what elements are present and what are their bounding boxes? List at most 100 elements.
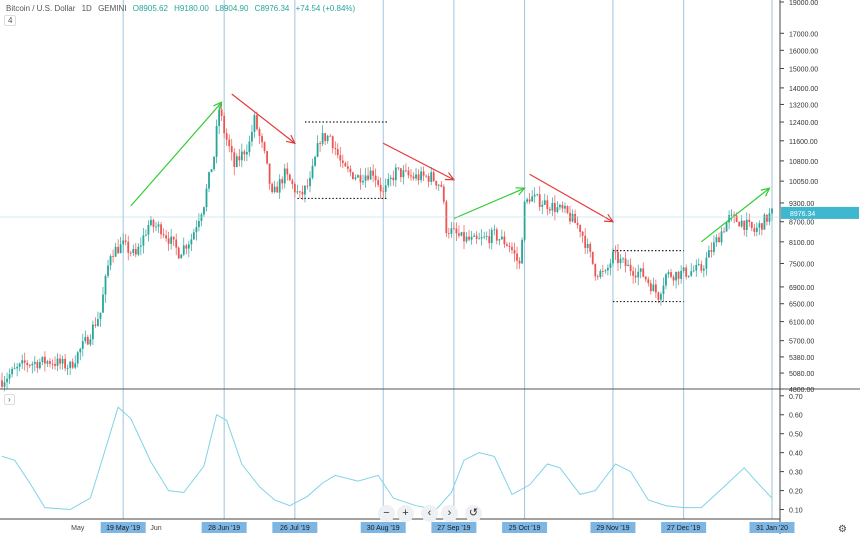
candle-body — [374, 175, 377, 181]
candle-body — [579, 224, 582, 232]
candle-body — [152, 220, 155, 227]
candle-body — [117, 246, 120, 254]
candle-body — [455, 228, 458, 234]
candle-body — [518, 260, 521, 264]
candle-body — [758, 223, 761, 228]
candle-body — [589, 243, 592, 252]
price-tick-label: 9300.00 — [789, 201, 814, 208]
candle-body — [612, 251, 614, 264]
candle-body — [357, 175, 359, 178]
candle-body — [437, 184, 440, 186]
candle-body — [61, 358, 64, 364]
candle-body — [364, 175, 367, 181]
candle-body — [526, 199, 529, 202]
scroll-left-button[interactable]: ‹ — [421, 505, 438, 522]
candle-body — [180, 254, 183, 259]
candle-body — [49, 361, 51, 364]
candle-body — [447, 233, 450, 234]
indicator-line — [1, 406, 773, 511]
candle-body — [225, 133, 228, 140]
indicator-tick-label: 0.10 — [789, 508, 803, 515]
candle-body — [359, 175, 362, 183]
last-price-badge — [781, 206, 859, 219]
candle-body — [470, 236, 473, 240]
candle-body — [513, 250, 516, 254]
candle-body — [483, 236, 486, 238]
candle-body — [208, 172, 210, 189]
candle-body — [245, 151, 248, 155]
indicator-tick-label: 0.70 — [789, 394, 803, 401]
candle-body — [362, 180, 364, 183]
trend-arrow-head — [760, 187, 771, 197]
candle-body — [69, 361, 72, 368]
candle-body — [271, 183, 274, 192]
price-tick-label: 17000.00 — [789, 31, 818, 38]
candle-body — [129, 252, 132, 254]
candle-body — [372, 170, 375, 176]
candle-body — [604, 270, 607, 272]
candle-body — [761, 223, 763, 230]
candle-body — [56, 358, 59, 366]
candle-body — [119, 244, 122, 254]
reset-chart-button[interactable]: ↺ — [465, 505, 482, 522]
symbol-title: Bitcoin / U.S. Dollar — [6, 4, 76, 13]
high-value: H9180.00 — [174, 4, 209, 13]
candle-body — [384, 185, 387, 192]
candle-body — [672, 276, 675, 281]
pane-toggle-button[interactable]: › — [4, 394, 15, 405]
candle-body — [728, 215, 730, 223]
date-badge — [272, 522, 318, 533]
candle-body — [369, 170, 372, 180]
candle-body — [122, 240, 125, 245]
candle-body — [543, 200, 546, 205]
zoom-in-button[interactable]: + — [397, 505, 414, 522]
candle-body — [228, 139, 231, 147]
scroll-right-button[interactable]: › — [441, 505, 458, 522]
candle-body — [682, 267, 685, 271]
candle-body — [745, 219, 748, 230]
candle-body — [503, 236, 506, 245]
candle-body — [341, 160, 344, 164]
candle-body — [627, 264, 629, 267]
candle-body — [354, 177, 357, 180]
month-label: May — [71, 525, 85, 532]
price-tick-label: 8100.00 — [789, 240, 814, 247]
candle-body — [541, 204, 544, 207]
candle-body — [94, 324, 97, 326]
candle-body — [692, 270, 695, 272]
candle-body — [720, 231, 723, 243]
indicator-count-toggle[interactable]: 4 — [4, 15, 17, 26]
candle-body — [192, 232, 195, 240]
candle-body — [238, 156, 241, 161]
candle-body — [286, 168, 289, 175]
zoom-out-button[interactable]: − — [378, 505, 395, 522]
candle-body — [652, 284, 655, 292]
candle-body — [660, 294, 662, 300]
candle-body — [766, 214, 768, 222]
candle-body — [268, 163, 271, 184]
candle-body — [251, 131, 253, 142]
candle-body — [352, 172, 354, 180]
close-value: C8976.34 — [254, 4, 290, 13]
candle-body — [200, 214, 203, 222]
price-tick-label: 7500.00 — [789, 261, 814, 268]
candle-body — [634, 275, 637, 278]
candle-body — [538, 194, 541, 207]
candle-body — [586, 243, 589, 248]
trend-arrow-line — [529, 173, 614, 223]
candle-body — [84, 336, 87, 342]
candle-body — [412, 176, 415, 179]
candle-body — [629, 264, 632, 272]
price-tick-label: 10050.00 — [789, 179, 818, 186]
trend-arrow-line — [130, 101, 223, 207]
candle-body — [397, 167, 400, 169]
candle-body — [707, 250, 710, 258]
candle-body — [8, 374, 11, 379]
candle-body — [435, 180, 438, 186]
candle-body — [145, 234, 147, 236]
gear-icon[interactable]: ⚙ — [838, 524, 847, 535]
candle-body — [753, 228, 756, 232]
trend-arrow-line — [700, 187, 770, 243]
candle-body — [475, 235, 478, 239]
candle-body — [99, 312, 102, 320]
